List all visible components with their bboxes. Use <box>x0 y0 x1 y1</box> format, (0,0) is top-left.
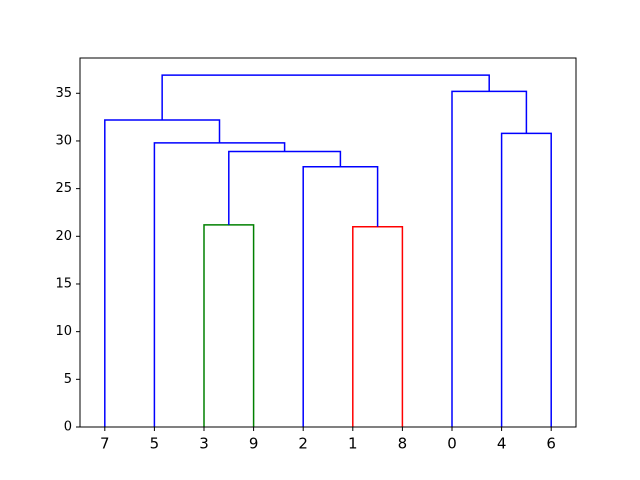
y-tick-label: 35 <box>55 86 72 101</box>
dendrogram-link <box>451 90 528 427</box>
dendrogram-link <box>500 132 552 427</box>
dendrogram-link <box>161 74 490 120</box>
dendrogram-link <box>228 150 342 225</box>
y-tick-label: 25 <box>55 181 72 196</box>
y-tick-label: 30 <box>55 133 72 148</box>
y-tick-label: 0 <box>64 420 72 435</box>
x-tick-label: 2 <box>298 435 308 453</box>
y-tick-label: 5 <box>64 372 72 387</box>
x-tick-label: 8 <box>398 435 408 453</box>
dendrogram-link <box>104 119 221 427</box>
x-tick-label: 4 <box>497 435 507 453</box>
x-tick-label: 3 <box>199 435 209 453</box>
dendrogram-link <box>302 165 379 427</box>
y-tick-label: 20 <box>55 229 72 244</box>
x-tick-label: 1 <box>348 435 358 453</box>
x-tick-label: 7 <box>100 435 110 453</box>
y-tick-label: 10 <box>55 324 72 339</box>
plot-frame <box>79 57 577 428</box>
x-tick-label: 0 <box>447 435 457 453</box>
x-tick-label: 9 <box>249 435 259 453</box>
x-tick-label: 5 <box>150 435 160 453</box>
y-tick-label: 15 <box>55 276 72 291</box>
x-tick-label: 6 <box>546 435 556 453</box>
